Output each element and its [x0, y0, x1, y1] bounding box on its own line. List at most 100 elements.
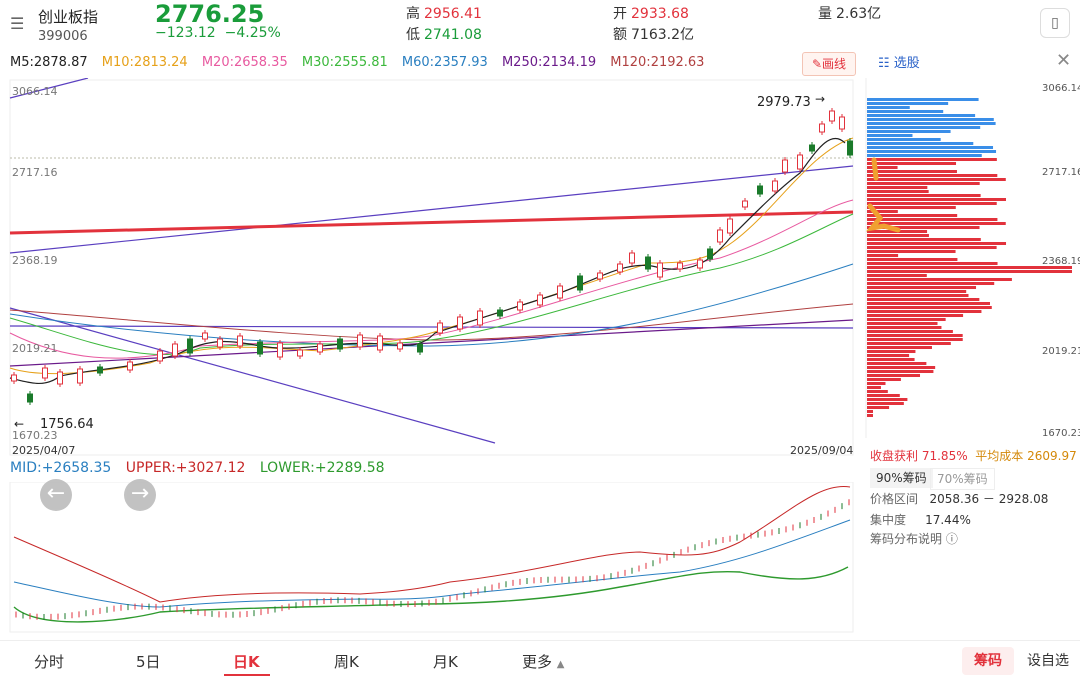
- low-stat: 低 2741.08: [406, 27, 482, 43]
- ma5-label: M5:2878.87: [10, 55, 88, 70]
- chip-bar: [867, 126, 981, 129]
- candle: [297, 349, 303, 357]
- boll-upper: UPPER:+3027.12: [125, 460, 246, 476]
- chip-bar: [867, 210, 898, 213]
- chip-bar: [867, 410, 873, 413]
- pencil-icon: ✎: [811, 57, 823, 71]
- candle: [357, 334, 363, 348]
- boll-mid-line: [13, 519, 851, 608]
- chip-bar: [867, 214, 958, 217]
- candle: [42, 367, 48, 379]
- chip-bar: [867, 98, 979, 101]
- tab-month-k[interactable]: 月K: [433, 653, 458, 671]
- candle: [819, 123, 825, 133]
- candle: [717, 229, 723, 243]
- candle: [377, 335, 383, 351]
- ma120-line: [9, 303, 854, 341]
- ma30-line: [9, 213, 854, 355]
- candle: [57, 371, 63, 385]
- boll-lower: LOWER:+2289.58: [259, 460, 385, 476]
- side-price-label: 1670.23: [1042, 428, 1080, 439]
- side-price-label: 2019.21: [1042, 346, 1080, 357]
- add-watchlist-button[interactable]: 设自选: [1027, 653, 1069, 669]
- chip-bar: [867, 270, 1072, 273]
- date-end-label: 2025/09/04: [790, 444, 853, 457]
- tab-week-k[interactable]: 周K: [334, 653, 359, 671]
- min-arrow-icon: ←: [14, 417, 24, 431]
- ma60-label: M60:2357.93: [401, 55, 488, 70]
- date-start-label: 2025/04/07: [12, 444, 75, 457]
- chip-bar: [867, 122, 996, 125]
- close-icon[interactable]: ✕: [1056, 50, 1072, 71]
- chip-bar: [867, 250, 956, 253]
- tab-fenshi[interactable]: 分时: [34, 653, 65, 671]
- current-price: 2776.25: [155, 0, 265, 28]
- left-price-label: 1670.23: [12, 429, 58, 442]
- list-icon: ☷: [878, 56, 894, 71]
- draw-line-button[interactable]: ✎画线: [802, 52, 856, 76]
- chip-bar: [867, 178, 1006, 181]
- chip-bar: [867, 386, 881, 389]
- boll-price-ticks: [15, 499, 850, 620]
- chip-bar: [867, 298, 980, 301]
- price-range: 价格区间 2058.36 － 2928.08: [870, 492, 1049, 506]
- chip-bar: [867, 158, 997, 161]
- boll-chart: [9, 482, 854, 633]
- chip-bar: [867, 334, 963, 337]
- candle: [597, 272, 603, 280]
- candle: [742, 200, 748, 208]
- chip-bar: [867, 274, 927, 277]
- tab-day-k[interactable]: 日K: [233, 653, 260, 671]
- candle: [497, 309, 503, 317]
- candle: [809, 144, 815, 152]
- phone-rotate-icon[interactable]: ▯: [1040, 8, 1070, 38]
- tab-chip-70[interactable]: 70%筹码: [930, 468, 995, 490]
- scroll-right-button[interactable]: →: [124, 479, 156, 511]
- left-price-label: 2717.16: [12, 166, 58, 179]
- chip-bar: [867, 406, 890, 409]
- candle: [202, 332, 208, 340]
- chip-bar: [867, 290, 967, 293]
- chip-bar: [867, 326, 942, 329]
- chouma-button[interactable]: 筹码: [962, 647, 1014, 675]
- chip-bar: [867, 134, 913, 137]
- chip-bar: [867, 254, 899, 257]
- menu-icon[interactable]: ☰: [10, 14, 25, 33]
- candle: [629, 252, 635, 264]
- chip-bar: [867, 346, 932, 349]
- tab-chip-90[interactable]: 90%筹码: [870, 468, 933, 488]
- side-price-label: 2368.19: [1042, 256, 1080, 267]
- kline-chart[interactable]: 3066.14 2717.16 2368.19 2019.21 1670.23 …: [0, 78, 860, 458]
- candle: [829, 110, 835, 122]
- chip-bar: [867, 106, 910, 109]
- candle: [397, 342, 403, 350]
- chip-bar: [867, 206, 956, 209]
- candle: [537, 294, 543, 306]
- candle: [317, 343, 323, 353]
- tab-more[interactable]: 更多 ▲: [522, 653, 565, 671]
- tab-5day[interactable]: 5日: [136, 653, 161, 671]
- index-code: 399006: [38, 29, 88, 44]
- chip-bar: [867, 110, 944, 113]
- chip-explain-link[interactable]: 筹码分布说明 ⓘ: [870, 532, 958, 546]
- index-name: 创业板指: [38, 8, 99, 26]
- chip-bar: [867, 390, 888, 393]
- chip-bar: [867, 138, 941, 141]
- chip-bar: [867, 154, 982, 157]
- stock-picker-button[interactable]: ☷ 选股: [878, 56, 920, 71]
- scroll-left-button[interactable]: ←: [40, 479, 72, 511]
- left-price-label: 3066.14: [12, 85, 58, 98]
- high-stat: 高 2956.41: [406, 6, 482, 22]
- chip-bar: [867, 266, 1072, 269]
- chip-bar: [867, 258, 958, 261]
- chip-bar: [867, 302, 990, 305]
- chip-bar: [867, 162, 957, 165]
- boll-lower-line: [13, 566, 849, 623]
- chip-bar: [867, 314, 964, 317]
- chip-bar: [867, 166, 898, 169]
- candle: [727, 218, 733, 234]
- chip-bar: [867, 114, 976, 117]
- side-price-label: 2717.16: [1042, 167, 1080, 178]
- side-price-label: 3066.14: [1042, 83, 1080, 94]
- chip-distribution-chart: 3066.14 2717.16 2368.19 2019.21 1670.23: [865, 78, 1080, 439]
